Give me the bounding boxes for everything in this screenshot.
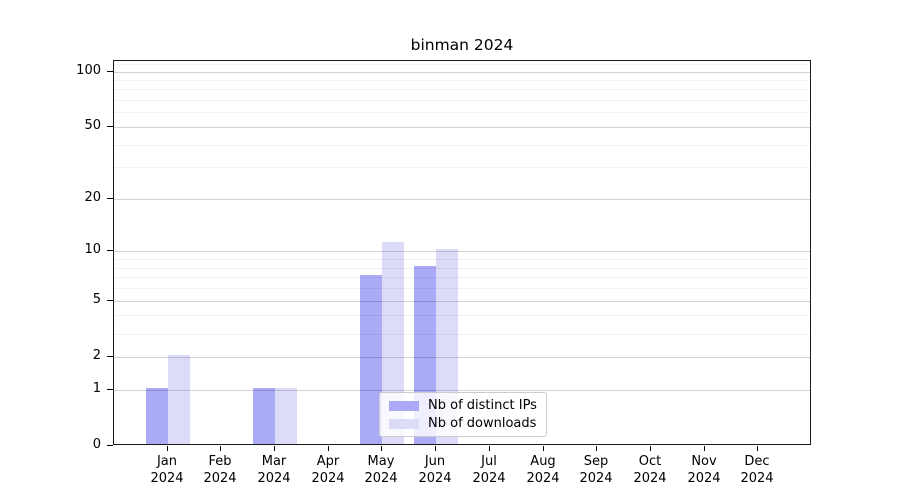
minor-gridline (114, 259, 810, 261)
x-tick-month: Oct (638, 454, 662, 469)
legend-swatch-downloads-icon (389, 418, 419, 429)
x-tick-year: 2024 (311, 471, 345, 486)
x-tick-month: Mar (261, 454, 287, 469)
bar-distinct-ips-jan (145, 387, 168, 444)
x-tick-label: Jun 2024 (403, 453, 467, 487)
chart-title: binman 2024 (410, 36, 514, 54)
y-tick-label: 50 (84, 118, 101, 133)
minor-gridline (114, 315, 810, 317)
bar-distinct-ips-mar (253, 387, 276, 444)
y-tick-mark (107, 250, 113, 251)
x-tick-year: 2024 (418, 471, 452, 486)
x-tick-label: Jul 2024 (457, 453, 521, 487)
y-tick-label: 100 (76, 63, 101, 78)
x-tick-mark (381, 446, 382, 451)
major-gridline (114, 300, 810, 302)
plot-area (113, 60, 811, 445)
x-tick-mark (220, 446, 221, 451)
x-tick-mark (596, 446, 597, 451)
y-tick-mark (107, 198, 113, 199)
minor-gridline (114, 89, 810, 91)
x-tick-month: Sep (583, 454, 609, 469)
x-tick-mark (650, 446, 651, 451)
minor-gridline (114, 167, 810, 169)
minor-gridline (114, 267, 810, 269)
major-gridline (114, 71, 810, 73)
y-tick-label: 2 (92, 348, 101, 363)
y-tick-label: 0 (92, 437, 101, 452)
y-tick-mark (107, 126, 113, 127)
x-tick-mark (435, 446, 436, 451)
x-tick-year: 2024 (687, 471, 721, 486)
x-tick-mark (543, 446, 544, 451)
x-tick-label: Apr 2024 (296, 453, 360, 487)
x-tick-year: 2024 (150, 471, 184, 486)
x-tick-year: 2024 (203, 471, 237, 486)
x-tick-year: 2024 (472, 471, 506, 486)
x-tick-label: Mar 2024 (242, 453, 306, 487)
x-tick-mark (167, 446, 168, 451)
x-tick-year: 2024 (526, 471, 560, 486)
minor-gridline (114, 100, 810, 102)
x-tick-label: Sep 2024 (564, 453, 628, 487)
x-tick-label: Aug 2024 (511, 453, 575, 487)
x-tick-label: Dec 2024 (725, 453, 789, 487)
x-tick-mark (274, 446, 275, 451)
x-tick-year: 2024 (740, 471, 774, 486)
x-tick-month: Dec (744, 454, 770, 469)
y-tick-label: 10 (84, 242, 101, 257)
major-gridline (114, 198, 810, 200)
x-tick-label: May 2024 (349, 453, 413, 487)
y-tick-label: 1 (92, 381, 101, 396)
y-tick-mark (107, 356, 113, 357)
x-tick-mark (489, 446, 490, 451)
x-tick-mark (757, 446, 758, 451)
bar-downloads-jan (167, 354, 190, 444)
x-tick-label: Oct 2024 (618, 453, 682, 487)
legend-item-distinct-ips: Nb of distinct IPs (389, 398, 537, 413)
x-tick-month: Jul (481, 454, 497, 469)
x-tick-year: 2024 (633, 471, 667, 486)
minor-gridline (114, 79, 810, 81)
legend-item-downloads: Nb of downloads (389, 416, 537, 431)
bar-downloads-mar (275, 387, 298, 444)
legend-label-downloads: Nb of downloads (428, 416, 537, 431)
y-tick-mark (107, 300, 113, 301)
x-tick-month: Feb (208, 454, 232, 469)
y-tick-mark (107, 445, 113, 446)
x-tick-month: Aug (530, 454, 556, 469)
minor-gridline (114, 277, 810, 279)
legend: Nb of distinct IPs Nb of downloads (379, 392, 547, 437)
legend-label-distinct-ips: Nb of distinct IPs (428, 398, 537, 413)
x-tick-label: Nov 2024 (672, 453, 736, 487)
legend-swatch-distinct-ips-icon (389, 400, 419, 411)
minor-gridline (114, 63, 810, 65)
x-tick-year: 2024 (579, 471, 613, 486)
x-tick-year: 2024 (364, 471, 398, 486)
x-tick-month: Jan (156, 454, 178, 469)
y-tick-label: 5 (92, 292, 101, 307)
major-gridline (114, 389, 810, 391)
x-tick-mark (704, 446, 705, 451)
minor-gridline (114, 288, 810, 290)
y-tick-label: 20 (84, 190, 101, 205)
x-tick-month: Apr (316, 454, 340, 469)
x-tick-month: Nov (691, 454, 717, 469)
minor-gridline (114, 333, 810, 335)
y-tick-mark (107, 389, 113, 390)
major-gridline (114, 356, 810, 358)
minor-gridline (114, 112, 810, 114)
bar-distinct-ips-may (360, 275, 383, 444)
x-tick-year: 2024 (257, 471, 291, 486)
minor-gridline (114, 144, 810, 146)
x-tick-label: Jan 2024 (135, 453, 199, 487)
major-gridline (114, 126, 810, 128)
x-tick-month: May (367, 454, 395, 469)
major-gridline (114, 251, 810, 253)
x-tick-mark (328, 446, 329, 451)
x-tick-month: Jun (424, 454, 446, 469)
x-tick-label: Feb 2024 (188, 453, 252, 487)
y-tick-mark (107, 71, 113, 72)
